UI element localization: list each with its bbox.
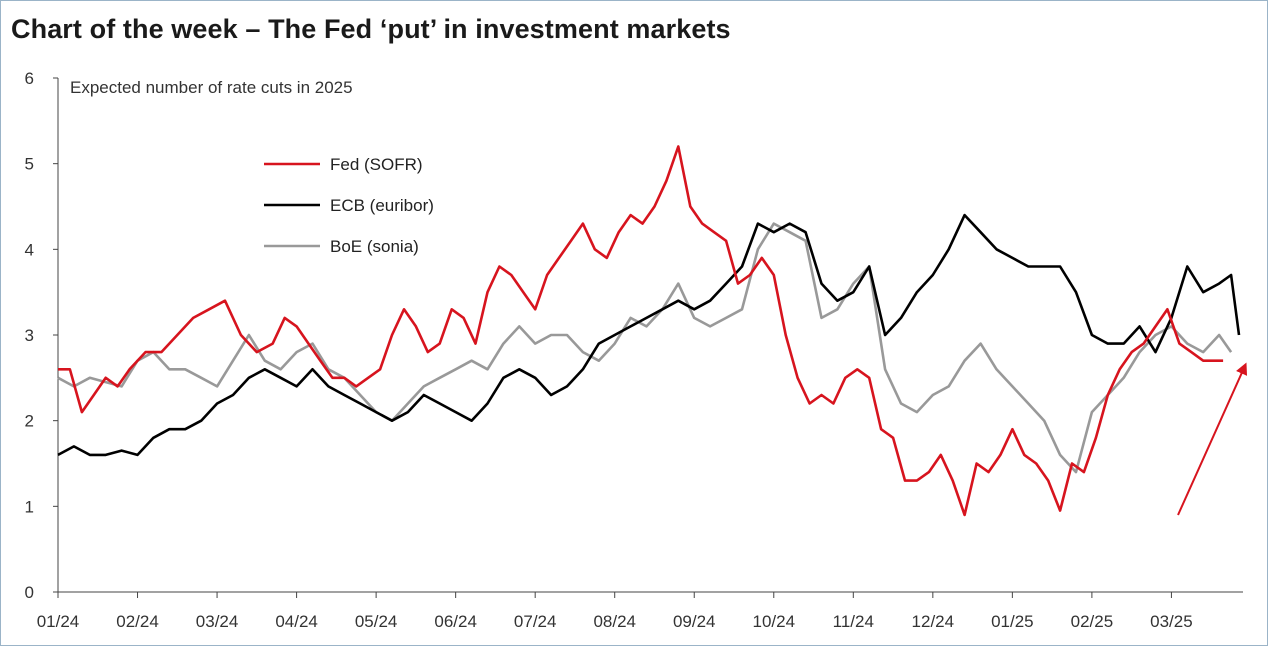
x-tick-label: 12/24 <box>912 612 955 631</box>
y-tick-label: 5 <box>25 155 34 174</box>
x-tick-label: 03/24 <box>196 612 239 631</box>
y-tick-label: 0 <box>25 583 34 602</box>
legend-label-ecb-euribor: ECB (euribor) <box>330 196 434 215</box>
y-tick-label: 2 <box>25 412 34 431</box>
series-line-boe-sonia <box>57 222 1233 474</box>
y-tick-label: 3 <box>25 326 34 345</box>
series-line-ecb-euribor <box>57 213 1241 457</box>
x-tick-label: 09/24 <box>673 612 716 631</box>
y-tick-label: 4 <box>25 240 34 259</box>
x-tick-label: 08/24 <box>593 612 636 631</box>
y-tick-label: 1 <box>25 497 34 516</box>
x-tick-label: 02/24 <box>116 612 159 631</box>
x-tick-label: 01/24 <box>37 612 80 631</box>
x-tick-label: 10/24 <box>752 612 795 631</box>
y-axis-label: Expected number of rate cuts in 2025 <box>70 78 353 97</box>
x-tick-label: 01/25 <box>991 612 1034 631</box>
x-tick-label: 02/25 <box>1071 612 1114 631</box>
y-tick-label: 6 <box>25 69 34 88</box>
x-tick-label: 03/25 <box>1150 612 1193 631</box>
x-tick-label: 07/24 <box>514 612 557 631</box>
x-tick-label: 05/24 <box>355 612 398 631</box>
chart-title: Chart of the week – The Fed ‘put’ in inv… <box>11 14 731 44</box>
legend-label-boe-sonia: BoE (sonia) <box>330 237 419 256</box>
series-line-fed-sofr <box>58 145 1224 517</box>
x-tick-label: 11/24 <box>833 612 874 631</box>
x-tick-label: 04/24 <box>275 612 318 631</box>
legend-label-fed-sofr: Fed (SOFR) <box>330 155 423 174</box>
trend-arrow-annotation <box>1177 362 1248 516</box>
x-tick-label: 06/24 <box>434 612 477 631</box>
